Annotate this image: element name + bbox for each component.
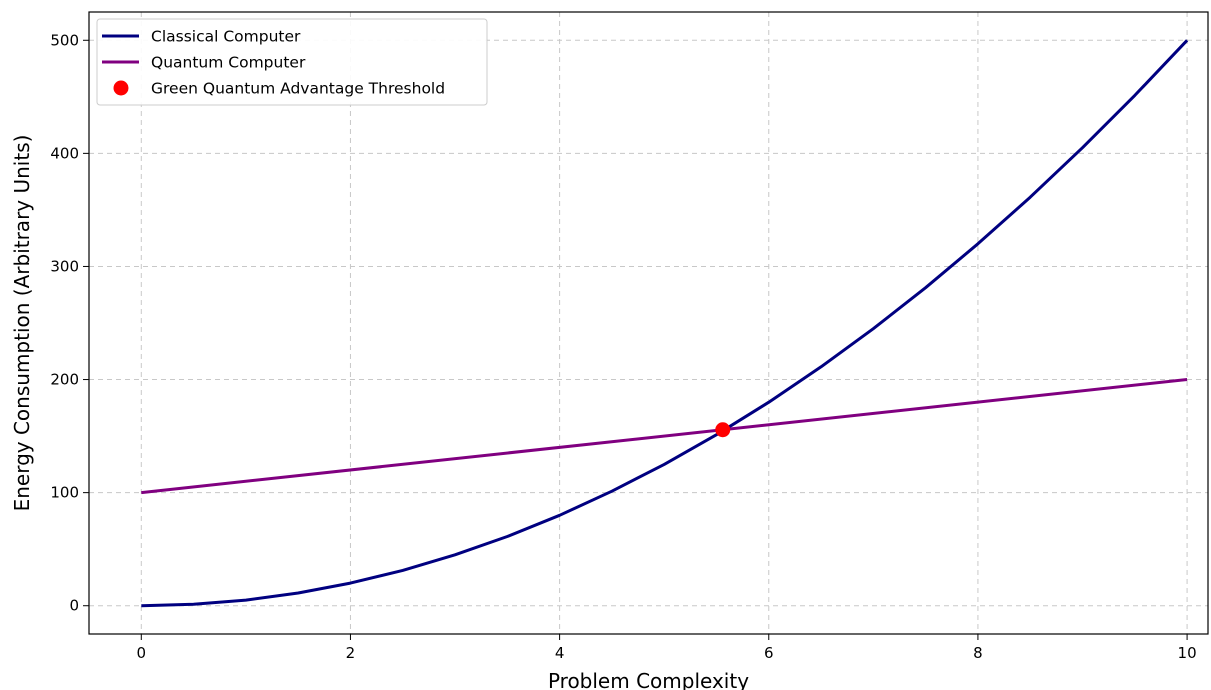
y-tick-label: 100 <box>50 484 79 502</box>
y-axis-label: Energy Consumption (Arbitrary Units) <box>10 135 34 512</box>
x-tick-label: 2 <box>346 644 356 662</box>
legend-label: Quantum Computer <box>151 54 306 72</box>
y-tick-label: 500 <box>50 31 79 49</box>
threshold-point <box>715 422 731 438</box>
series-layer <box>141 39 1189 608</box>
x-tick-label: 0 <box>137 644 147 662</box>
x-tick-label: 10 <box>1178 644 1197 662</box>
x-axis-label: Problem Complexity <box>548 669 749 690</box>
y-tick-label: 400 <box>50 144 79 162</box>
x-tick-label: 8 <box>973 644 983 662</box>
legend-box <box>96 18 488 106</box>
plot-frame <box>88 11 1209 635</box>
y-tick-label: 300 <box>50 257 79 275</box>
x-tick-label: 4 <box>555 644 565 662</box>
y-tick-label: 0 <box>69 597 79 615</box>
classical-computer-line <box>141 39 1189 608</box>
legend-label: Green Quantum Advantage Threshold <box>151 80 445 98</box>
legend: Classical Computer Quantum Computer Green … <box>96 18 488 106</box>
legend-marker <box>113 80 129 96</box>
quantum-computer-line <box>141 378 1188 495</box>
grid <box>89 12 1208 634</box>
x-tick-label: 6 <box>764 644 774 662</box>
legend-label: Classical Computer <box>151 28 301 46</box>
y-tick-label: 200 <box>50 371 79 389</box>
